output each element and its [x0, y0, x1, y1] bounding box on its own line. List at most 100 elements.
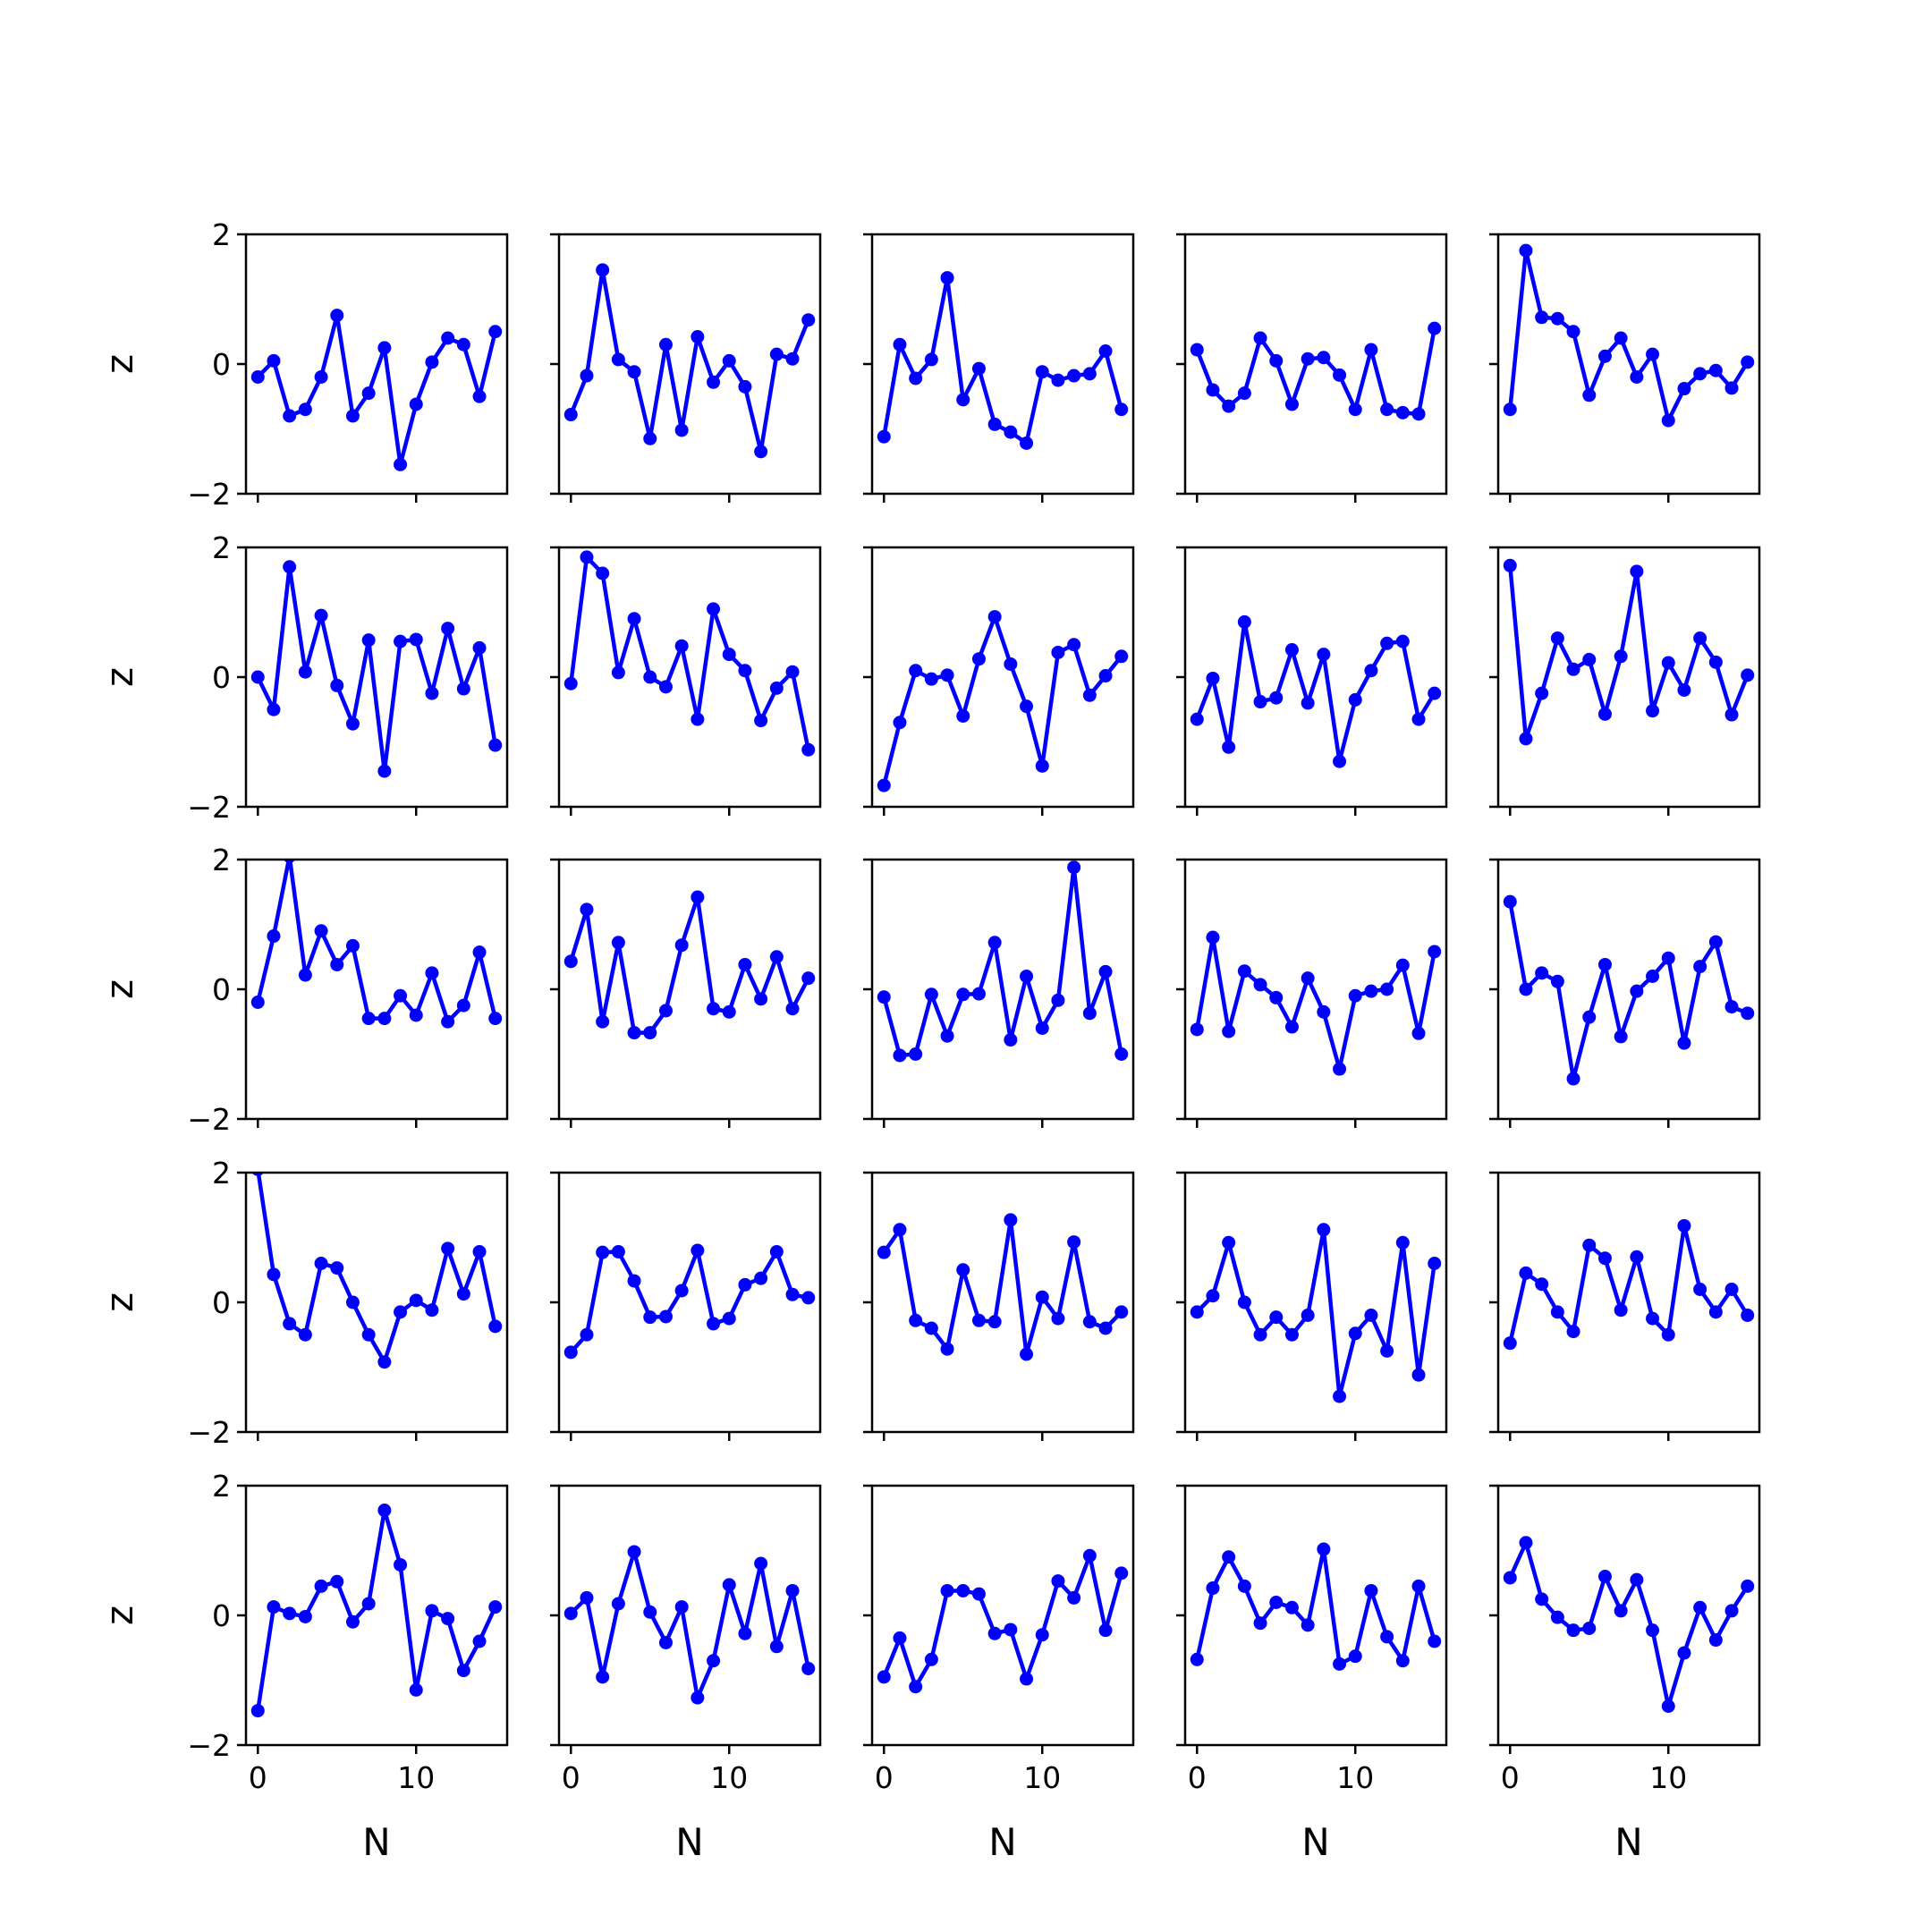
data-point [722, 1578, 736, 1592]
data-point [1395, 634, 1410, 648]
data-point [1004, 1213, 1018, 1227]
data-point [441, 1014, 455, 1029]
data-point [1082, 1315, 1097, 1329]
data-point [472, 1634, 487, 1648]
data-point [658, 1004, 673, 1018]
data-point [1114, 649, 1129, 664]
data-point [611, 665, 625, 680]
data-point [425, 1303, 439, 1318]
data-point [658, 1309, 673, 1324]
data-point [1020, 1347, 1034, 1361]
data-point [1301, 971, 1315, 986]
x-tick-label: 0 [1188, 1760, 1207, 1795]
data-point [1317, 1223, 1331, 1237]
data-point [1098, 964, 1113, 979]
series-line [256, 1508, 497, 1713]
data-point [1380, 636, 1394, 650]
data-point [1051, 1574, 1065, 1589]
data-point [1519, 732, 1533, 746]
data-point [1550, 311, 1564, 326]
data-point [627, 612, 641, 626]
y-tick-label: −2 [187, 1728, 231, 1763]
data-point [1597, 349, 1612, 363]
data-point [1582, 652, 1597, 666]
data-point [314, 370, 328, 384]
data-point [1566, 662, 1580, 676]
data-point [394, 988, 408, 1003]
data-point [691, 712, 705, 726]
data-point [1693, 367, 1707, 381]
data-point [909, 1680, 923, 1694]
data-point [1428, 686, 1442, 700]
data-point [1677, 1218, 1691, 1233]
data-point [707, 375, 721, 389]
data-point [1428, 1257, 1442, 1270]
x-tick-label: 10 [1023, 1760, 1061, 1795]
data-point [298, 1327, 312, 1342]
data-point [298, 665, 312, 679]
data-point [1630, 984, 1644, 998]
series-group [564, 1243, 816, 1360]
data-point [956, 1263, 970, 1277]
subplot-frame [1496, 233, 1761, 496]
y-tick-label: −2 [187, 790, 231, 825]
data-point [314, 608, 328, 623]
data-point [314, 924, 328, 938]
data-point [785, 352, 800, 366]
data-point [284, 860, 296, 863]
y-tick-label: 2 [212, 217, 231, 252]
data-point [1190, 343, 1204, 357]
data-point [1411, 1579, 1426, 1593]
data-point [1503, 894, 1517, 909]
data-point [1724, 1604, 1739, 1618]
data-point [643, 1310, 657, 1325]
data-point [893, 337, 907, 352]
data-point [1677, 382, 1691, 396]
data-point [658, 1635, 673, 1649]
series-line [882, 275, 1123, 445]
data-point [394, 1305, 408, 1319]
data-point [1190, 1022, 1204, 1037]
subplot-r3-c2 [550, 858, 822, 1128]
data-point [1206, 671, 1220, 685]
series-line [1508, 899, 1750, 1081]
data-point [987, 1315, 1002, 1329]
data-point [769, 950, 784, 964]
data-point [1693, 1600, 1707, 1614]
data-point [1269, 1310, 1284, 1325]
data-point [674, 423, 689, 437]
data-point [722, 1004, 736, 1019]
data-point [1741, 1309, 1755, 1322]
data-point [596, 1014, 610, 1029]
data-point [1237, 386, 1251, 401]
series-group [877, 860, 1129, 1063]
data-point [1237, 1295, 1251, 1309]
data-point [627, 1274, 641, 1288]
data-point [1519, 243, 1533, 258]
data-point [1082, 367, 1097, 381]
data-point [1035, 758, 1049, 773]
x-tick-label: 10 [1649, 1760, 1687, 1795]
data-point [1630, 370, 1644, 384]
data-point [1630, 1250, 1644, 1264]
data-point [1333, 1657, 1347, 1671]
data-point [1004, 1033, 1018, 1047]
data-point [1222, 740, 1236, 754]
data-point [596, 1670, 610, 1684]
data-point [769, 681, 784, 695]
data-point [1020, 699, 1034, 714]
data-point [940, 1583, 954, 1597]
series-group [877, 1548, 1129, 1694]
data-point [1098, 669, 1113, 683]
data-point [345, 409, 360, 423]
data-point [1535, 1592, 1549, 1606]
data-point [1051, 645, 1065, 659]
data-point [1020, 1672, 1034, 1686]
data-point [1597, 957, 1612, 971]
data-point [1333, 368, 1347, 382]
data-point [1741, 668, 1755, 682]
data-point [940, 1029, 954, 1043]
data-point [971, 1313, 986, 1327]
data-point [1741, 1579, 1755, 1593]
